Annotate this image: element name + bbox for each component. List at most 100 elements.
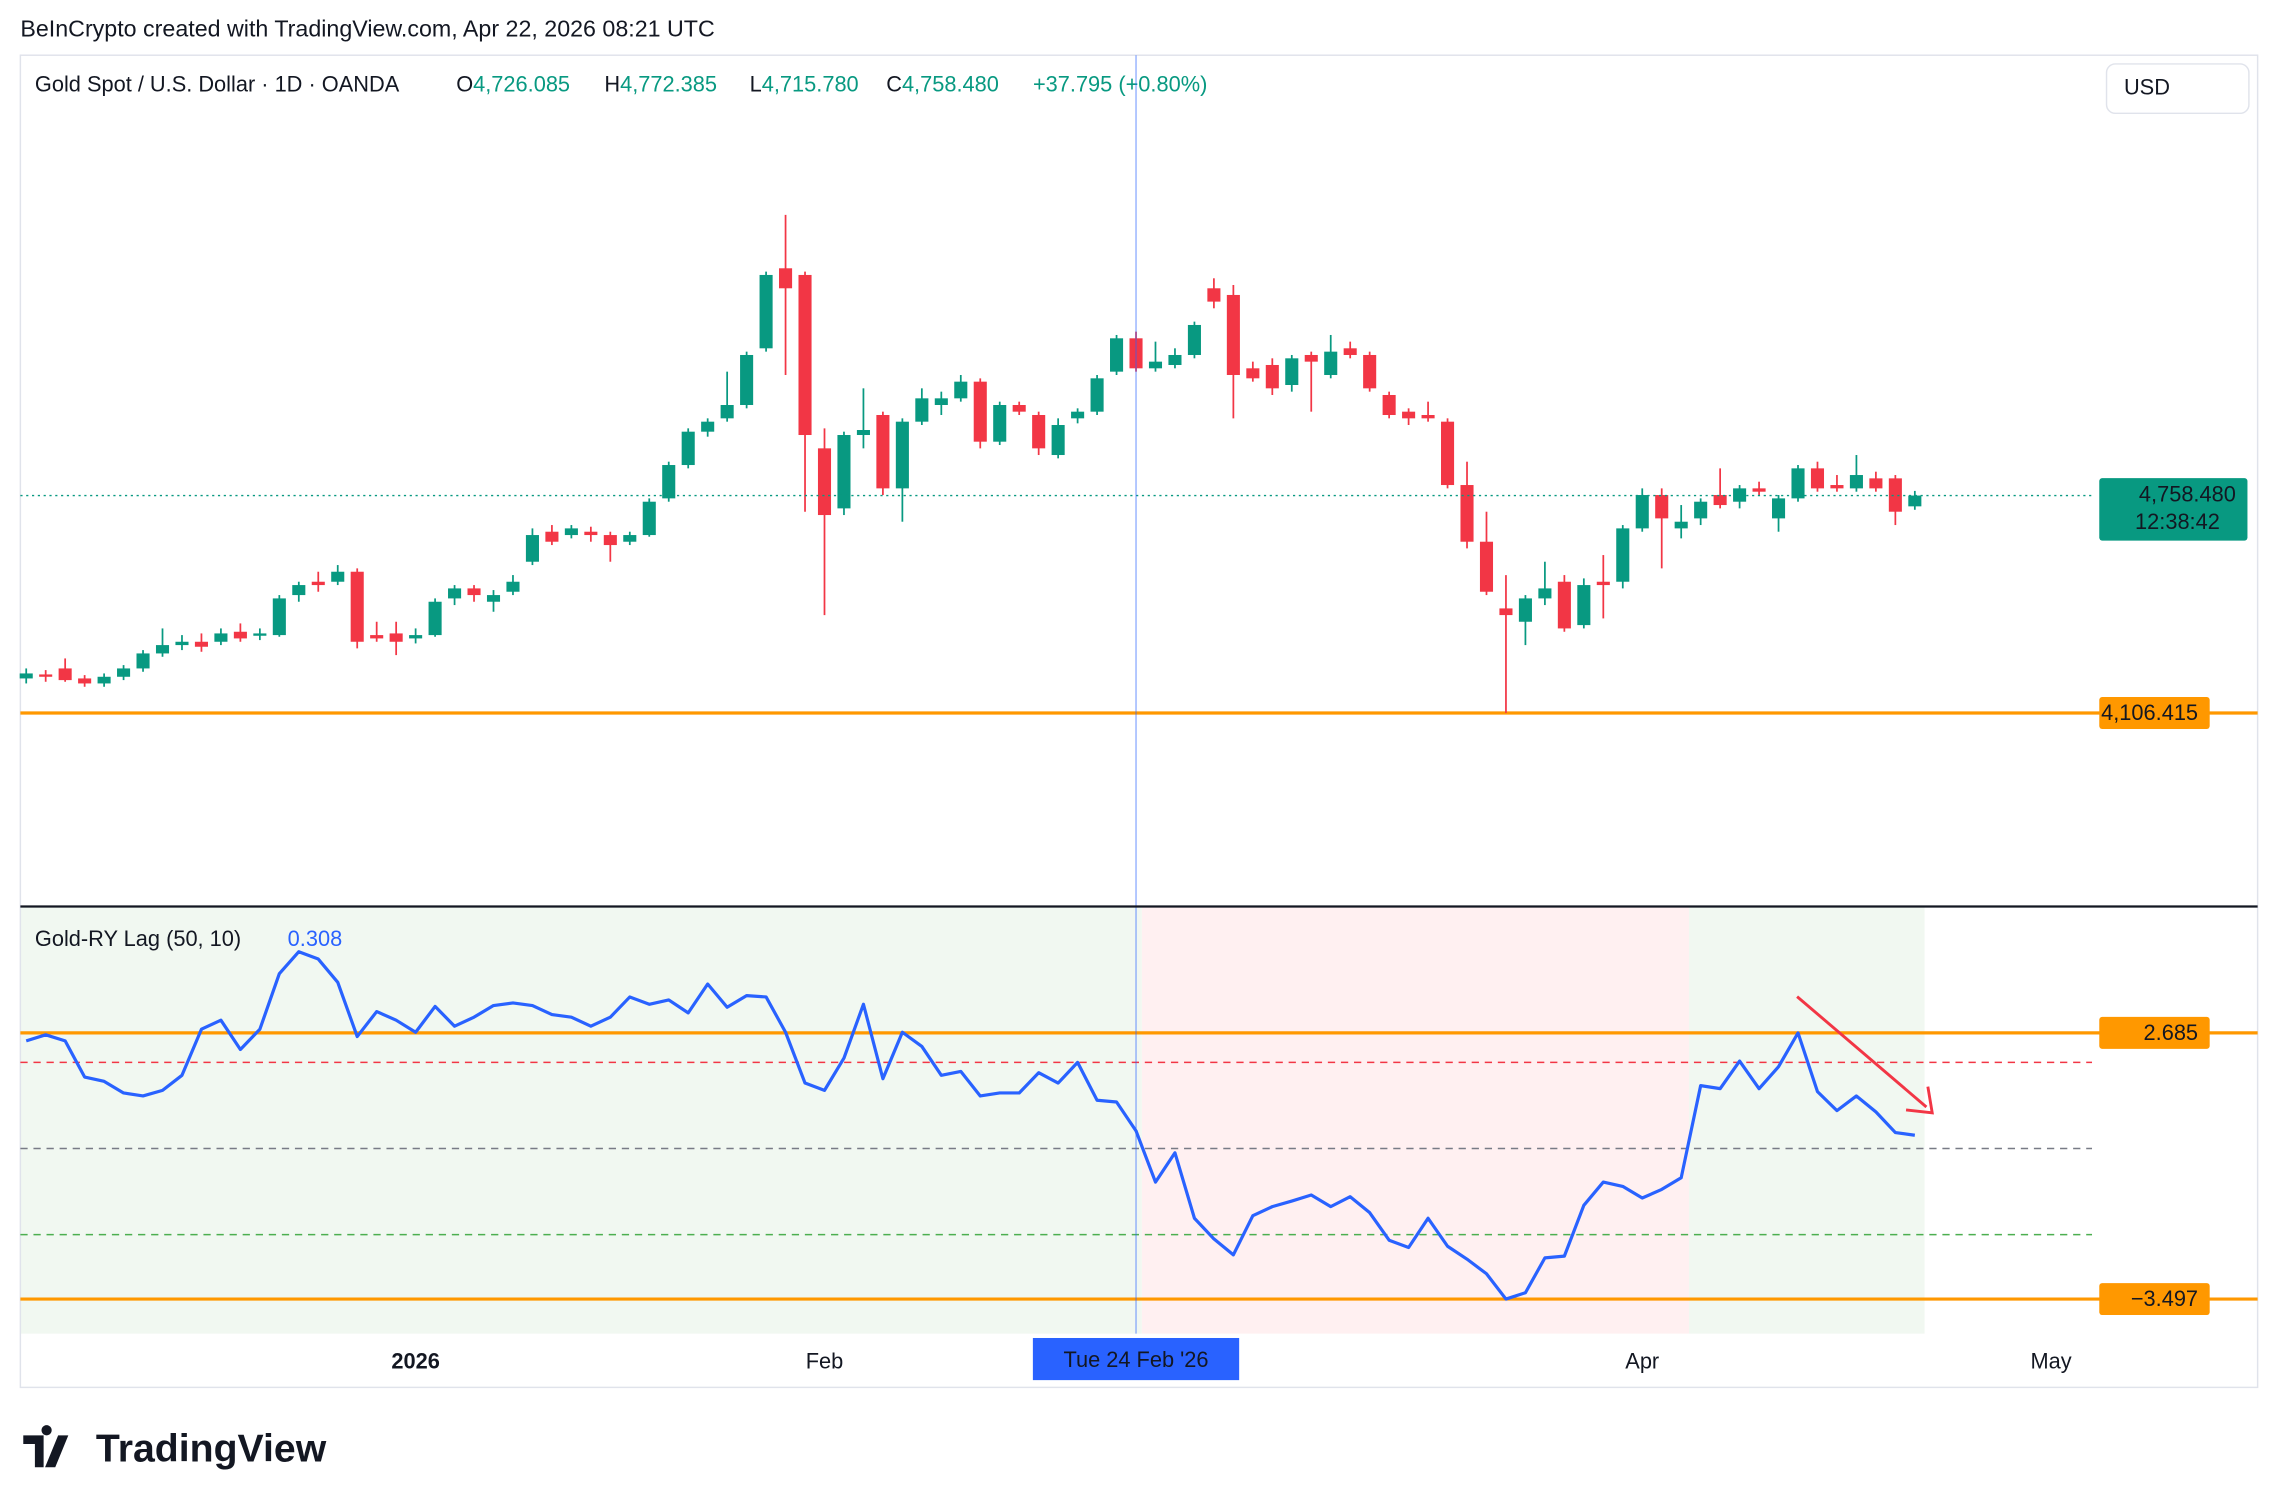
candle-body [136, 653, 150, 669]
candle-body [1908, 495, 1922, 507]
candle-body [1168, 354, 1182, 365]
candle-body [1810, 468, 1825, 489]
countdown-label: 12:38:42 [2135, 509, 2220, 534]
candle-body [1265, 364, 1279, 389]
candle-body [389, 633, 403, 642]
candle-body [1869, 478, 1883, 489]
candle-body [370, 635, 384, 639]
candle-body [1402, 411, 1416, 419]
candle-body [993, 405, 1007, 442]
candle-body [1752, 488, 1766, 492]
candle-body [331, 571, 345, 582]
candle-body [97, 676, 111, 684]
candle-body [1090, 378, 1104, 412]
crosshair-label-box [1032, 1337, 1240, 1381]
candle-body [194, 641, 208, 647]
candle-body [1772, 498, 1786, 519]
level-label-box [2099, 1016, 2210, 1049]
candle-body [662, 465, 676, 499]
candle-body [350, 571, 364, 642]
candle-body [214, 633, 228, 642]
candle-body [681, 431, 695, 466]
candle-body [623, 535, 637, 542]
candle-body [1830, 485, 1844, 489]
symbol-title: Gold Spot / U.S. Dollar · 1D · OANDA [35, 71, 400, 96]
candle-body [642, 501, 656, 536]
currency[interactable]: USD [2124, 74, 2170, 99]
level-label: 4,106.415 [2101, 700, 2198, 725]
x-tick-label: Apr [1625, 1348, 1659, 1373]
candle-body [1479, 541, 1494, 592]
chart-frame [19, 54, 2259, 1389]
candle-body [1538, 588, 1552, 599]
candle-body [1596, 581, 1610, 586]
arrow-shaft [1796, 995, 1928, 1109]
candle-body [448, 588, 462, 599]
plot-layer: 2026 Feb Apr May [19, 55, 2258, 1373]
candle-body [798, 274, 812, 436]
candle-body [311, 581, 325, 586]
legend-value: 4,726.085 [473, 71, 570, 96]
label-layer: 4,106.415 4,758.480 12:38:42 2.685 −3.497 Tue… [1032, 478, 2248, 1381]
legend-key: H [604, 71, 620, 96]
level-label-box [2099, 1283, 2210, 1316]
candle-body [973, 381, 987, 442]
logo-text: TradingView [96, 1427, 327, 1471]
candle-body [1324, 351, 1338, 375]
last-price-label: 4,758.480 [2139, 481, 2236, 506]
arrow-head [1905, 1086, 1934, 1115]
candle-body [876, 415, 890, 489]
candle-body [1110, 338, 1124, 372]
indicator-value: 0.308 [288, 926, 343, 951]
candle-body [1616, 528, 1630, 582]
legend-value: 4,772.385 [620, 71, 717, 96]
candle-body [1012, 405, 1026, 412]
candle-body [1148, 361, 1163, 369]
candle-body [1713, 495, 1727, 506]
candle-body [545, 531, 559, 542]
legend-key: C [886, 71, 902, 96]
level-label: 2.685 [2144, 1020, 2199, 1045]
candle-body [856, 430, 870, 436]
candle-body [1071, 411, 1085, 419]
logo: TradingView [23, 1425, 327, 1471]
candle-body [1888, 478, 1902, 512]
level-label-box [2099, 696, 2210, 729]
candle-body [934, 398, 948, 406]
candle-body [837, 435, 851, 509]
candle-body [1304, 354, 1318, 362]
legend: Gold Spot / U.S. Dollar · 1D · OANDA O4,7… [35, 71, 1207, 96]
candle-body [1733, 488, 1747, 502]
candle-body [428, 601, 442, 636]
logo-mark [23, 1425, 69, 1468]
candle-body [915, 398, 929, 422]
candle-body [1051, 425, 1065, 456]
candle-body [895, 421, 909, 489]
candle-body [1441, 421, 1455, 486]
shaded-region [1688, 906, 1925, 1334]
candle-body [1577, 585, 1591, 626]
indicator-legend: Gold-RY Lag (50, 10) 0.308 [35, 926, 342, 951]
legend-key: L [750, 71, 762, 96]
candle-body [467, 588, 481, 596]
legend-key: O [456, 71, 473, 96]
shaded-region [20, 906, 1142, 1334]
candle-body [233, 631, 247, 639]
candle-body [817, 448, 832, 516]
candle-body [1849, 475, 1863, 489]
candle-body [1226, 294, 1240, 375]
candle-body [117, 668, 131, 677]
candle-body [740, 354, 754, 406]
candle-body [292, 585, 306, 596]
legend-change: +37.795 (+0.80%) [1033, 71, 1207, 96]
candle-body [1421, 415, 1435, 419]
candle-body [525, 535, 539, 562]
candle-body [1207, 288, 1221, 302]
candle-body [759, 274, 773, 349]
candle-body [1460, 485, 1474, 542]
header: BeInCrypto created with TradingView.com,… [20, 16, 714, 42]
currency-box[interactable] [2105, 63, 2250, 115]
indicator-title: Gold-RY Lag (50, 10) [35, 926, 241, 951]
candle-body [253, 633, 267, 636]
candle-body [1557, 581, 1571, 629]
